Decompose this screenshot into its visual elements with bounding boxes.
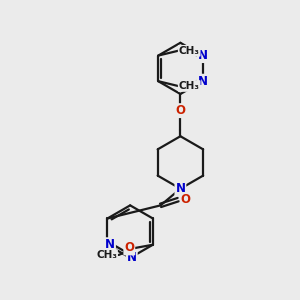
Text: O: O xyxy=(124,242,134,254)
Text: CH₃: CH₃ xyxy=(179,46,200,56)
Text: O: O xyxy=(176,104,185,117)
Text: CH₃: CH₃ xyxy=(96,250,117,260)
Text: N: N xyxy=(198,49,208,62)
Text: CH₃: CH₃ xyxy=(179,81,200,91)
Text: N: N xyxy=(127,251,137,264)
Text: O: O xyxy=(181,193,191,206)
Text: N: N xyxy=(105,238,115,251)
Text: N: N xyxy=(198,75,208,88)
Text: N: N xyxy=(176,182,185,195)
